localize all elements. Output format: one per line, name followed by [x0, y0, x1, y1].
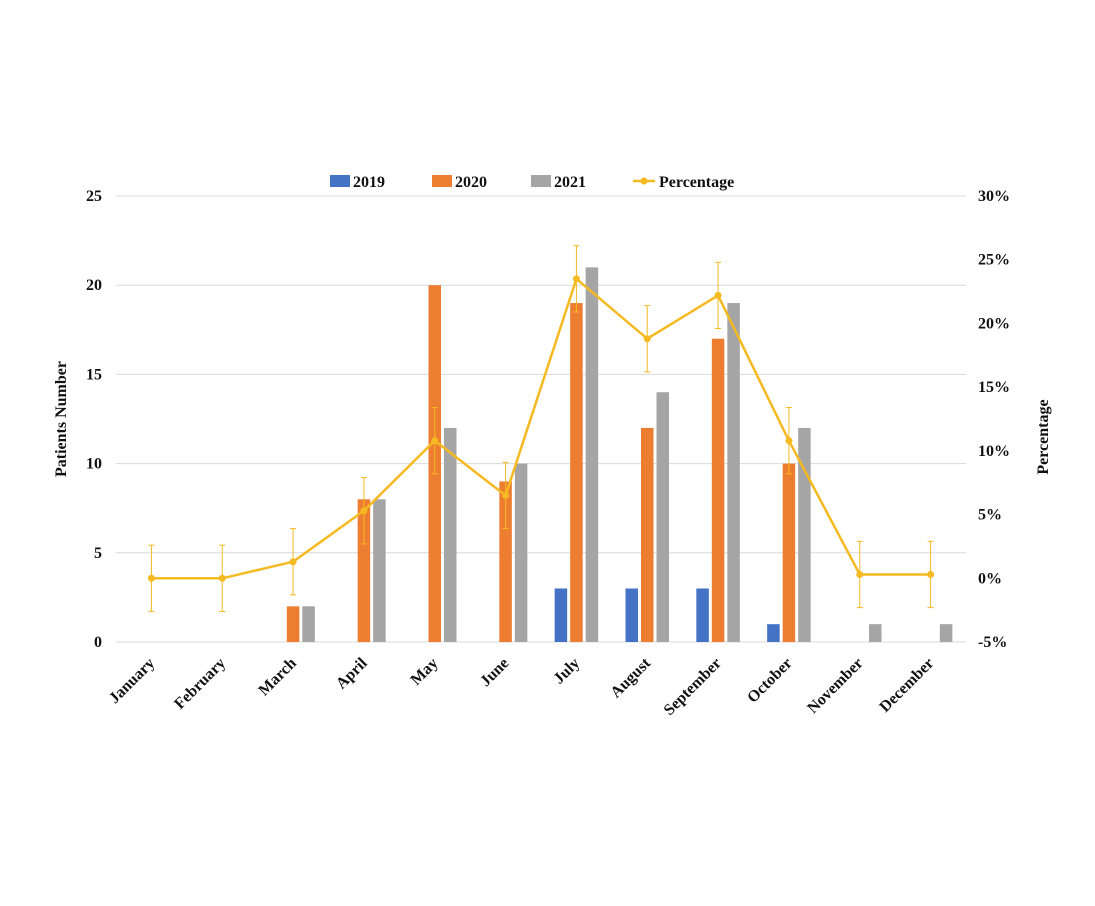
legend: 2019 2020 2021 Percentage	[330, 174, 734, 191]
bars	[286, 267, 953, 642]
percentage-point	[218, 574, 226, 582]
bar-2021	[373, 499, 386, 642]
percentage-point	[572, 275, 580, 283]
bar-2021	[798, 427, 811, 642]
bar-2019	[625, 588, 638, 642]
percentage-point	[431, 437, 439, 445]
bar-2020	[711, 338, 725, 642]
y-right-tick-label: 25%	[978, 252, 1010, 269]
y-right-tick-label: 0%	[978, 570, 1002, 587]
bar-2021	[444, 427, 457, 642]
x-tick-label: June	[477, 655, 512, 690]
bar-2020	[357, 499, 371, 642]
y-left-tick-label: 10	[86, 456, 102, 473]
x-tick-label: August	[607, 654, 654, 701]
x-tick-label: May	[408, 655, 442, 689]
legend-label: 2020	[455, 174, 487, 191]
y-axis-right-title: Percentage	[1035, 399, 1052, 474]
x-tick-label: April	[333, 654, 371, 692]
bar-2021	[514, 463, 528, 642]
percentage-line	[147, 275, 935, 582]
x-tick-label: July	[550, 655, 583, 688]
y-right-tick-label: 30%	[978, 188, 1010, 205]
legend-marker	[640, 177, 648, 185]
percentage-line-path	[151, 277, 931, 580]
percentage-point	[147, 574, 155, 582]
bar-2021	[585, 267, 599, 642]
bar-2020	[570, 303, 583, 642]
bar-2021	[727, 303, 740, 642]
x-tick-label: January	[106, 655, 158, 707]
legend-label: Percentage	[659, 174, 734, 191]
bar-2019	[696, 588, 709, 642]
legend-swatch-2019	[330, 175, 350, 187]
x-tick-label: December	[876, 655, 937, 716]
x-tick-label: February	[171, 655, 229, 713]
y-left-tick-label: 25	[86, 188, 102, 205]
y-right-tick-label: 5%	[978, 507, 1002, 524]
y-left-tick-label: 0	[94, 634, 102, 651]
percentage-point	[289, 558, 297, 566]
percentage-point	[785, 437, 793, 445]
bar-2021	[656, 392, 669, 642]
percentage-point	[643, 335, 651, 343]
legend-swatch-2020	[432, 175, 452, 187]
x-tick-label: March	[255, 655, 300, 700]
bar-2021	[939, 624, 953, 642]
bar-2021	[869, 624, 882, 642]
x-tick-label: October	[744, 655, 796, 707]
y-right-tick-label: -5%	[978, 634, 1007, 651]
bar-2020	[782, 463, 796, 642]
percentage-point	[502, 491, 510, 499]
y-right-tick-label: 15%	[978, 379, 1010, 396]
y-left-tick-label: 20	[86, 277, 102, 294]
bar-2021	[302, 606, 315, 642]
x-tick-label: November	[804, 655, 866, 717]
y-axis-left-title: Patients Number	[53, 361, 70, 477]
percentage-point	[360, 507, 368, 515]
y-left-tick-label: 5	[94, 545, 102, 562]
bar-2020	[499, 481, 512, 642]
bar-2020	[641, 427, 654, 642]
x-tick-label: September	[661, 655, 725, 719]
percentage-point	[927, 570, 935, 578]
error-bars	[148, 245, 934, 612]
legend-label: 2019	[353, 174, 385, 191]
legend-label: 2021	[554, 174, 586, 191]
y-right-tick-label: 20%	[978, 315, 1010, 332]
gridlines	[116, 195, 966, 643]
bar-2020	[286, 606, 300, 642]
y-left-tick-label: 15	[86, 366, 102, 383]
bar-2019	[767, 624, 780, 642]
percentage-point	[714, 291, 722, 299]
legend-swatch-2021	[531, 175, 551, 187]
y-right-tick-label: 10%	[978, 443, 1010, 460]
bar-2019	[554, 588, 568, 642]
percentage-point	[856, 570, 864, 578]
